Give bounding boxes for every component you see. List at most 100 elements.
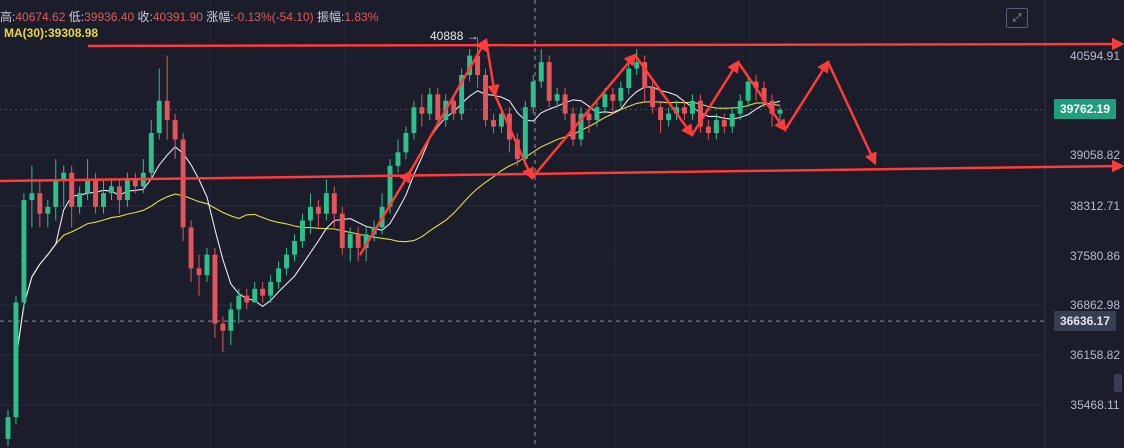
candle-body bbox=[355, 234, 361, 248]
candle-body bbox=[93, 179, 99, 207]
candle-body bbox=[586, 113, 592, 121]
candle-body bbox=[729, 113, 735, 127]
high-value: 40674.62 bbox=[15, 10, 66, 24]
close-label: 收: bbox=[137, 10, 153, 24]
candle-body bbox=[172, 120, 178, 140]
candle-body bbox=[650, 87, 656, 108]
candle-body bbox=[220, 323, 226, 331]
candle-body bbox=[196, 268, 202, 276]
y-tick-label: 36862.98 bbox=[1070, 298, 1120, 312]
low-value: 39936.40 bbox=[84, 10, 135, 24]
ma-fast-line bbox=[15, 86, 781, 360]
support-line bbox=[0, 159, 1124, 183]
candle-body bbox=[5, 417, 11, 439]
candle-body bbox=[77, 193, 83, 207]
scroll-handle[interactable] bbox=[1114, 374, 1122, 392]
zigzag-arrow bbox=[408, 37, 488, 173]
change-label: 涨幅: bbox=[206, 10, 234, 24]
candle-body bbox=[37, 193, 43, 214]
candle-body bbox=[363, 234, 369, 248]
candle-body bbox=[666, 113, 672, 121]
candle-body bbox=[610, 94, 616, 101]
candle-body bbox=[132, 179, 138, 187]
candle-body bbox=[705, 126, 711, 134]
candle-body bbox=[419, 107, 425, 114]
candle-body bbox=[300, 220, 305, 242]
candle-body bbox=[403, 133, 409, 153]
candle-body bbox=[761, 87, 767, 101]
candle-body bbox=[124, 179, 130, 201]
candle-body bbox=[689, 100, 695, 114]
candle-body bbox=[228, 309, 234, 331]
candle-body bbox=[777, 109, 783, 114]
candle-body bbox=[658, 107, 664, 121]
candle-body bbox=[451, 100, 457, 114]
current-price-tag: 39762.19 bbox=[1053, 99, 1116, 119]
candle-body bbox=[753, 81, 759, 88]
low-label: 低: bbox=[68, 10, 85, 24]
peak-label: 40888 → bbox=[430, 29, 479, 43]
candle-body bbox=[276, 268, 282, 282]
crosshair bbox=[0, 0, 1045, 448]
candle-body bbox=[546, 62, 552, 101]
candle-body bbox=[315, 206, 321, 214]
candle-body bbox=[745, 81, 751, 101]
candle-body bbox=[347, 234, 353, 248]
high-label: 高: bbox=[0, 10, 16, 24]
candle-body bbox=[339, 213, 345, 248]
candle-body bbox=[188, 227, 194, 269]
candles bbox=[5, 37, 783, 447]
candle-body bbox=[156, 100, 162, 134]
change-value: -0.13%(-54.10) bbox=[233, 10, 314, 24]
candle-body bbox=[674, 107, 680, 114]
candle-body bbox=[395, 152, 401, 166]
amplitude-label: 振幅: bbox=[316, 10, 345, 24]
expand-icon[interactable]: ⤢ bbox=[1006, 8, 1028, 28]
ohlc-info: 高:40674.62 低:39936.40 收:40391.90 涨幅:-0.1… bbox=[0, 8, 378, 25]
candle-body bbox=[180, 139, 186, 228]
candle-body bbox=[307, 206, 313, 221]
candle-body bbox=[212, 254, 218, 324]
zigzag-arrow bbox=[531, 53, 637, 179]
ma-fast-path bbox=[15, 86, 781, 360]
y-tick-label: 37580.86 bbox=[1070, 249, 1120, 263]
candle-body bbox=[323, 193, 329, 214]
candle-body bbox=[467, 55, 473, 76]
candle-body bbox=[530, 81, 536, 108]
candle-body bbox=[522, 107, 528, 160]
candle-body bbox=[713, 120, 719, 134]
zigzag-arrow bbox=[484, 39, 500, 98]
candle-body bbox=[244, 295, 250, 303]
candle-body bbox=[594, 107, 600, 121]
candle-body bbox=[284, 254, 290, 269]
ma30-info: MA(30):39308.98 bbox=[4, 26, 98, 40]
price-axis: 40594.91 39058.82 38312.71 37580.86 36862.98… bbox=[1044, 0, 1120, 448]
candle-body bbox=[642, 62, 648, 88]
candle-body bbox=[721, 120, 727, 127]
candle-body bbox=[101, 193, 106, 207]
candle-body bbox=[538, 62, 544, 82]
candle-body bbox=[21, 200, 27, 303]
candle-body bbox=[61, 172, 67, 180]
candle-body bbox=[164, 100, 170, 121]
candle-body bbox=[13, 302, 19, 418]
zigzag-arrow bbox=[633, 54, 694, 138]
candle-body bbox=[682, 107, 687, 114]
y-tick-label: 38312.71 bbox=[1070, 199, 1120, 213]
candle-body bbox=[69, 172, 75, 207]
candle-body bbox=[252, 288, 258, 303]
zigzag-arrow bbox=[493, 94, 534, 181]
candle-body bbox=[570, 113, 576, 140]
candle-body bbox=[331, 193, 337, 214]
candle-body bbox=[260, 288, 266, 296]
candle-body bbox=[108, 186, 114, 194]
candle-body bbox=[435, 94, 441, 121]
candle-body bbox=[514, 139, 520, 160]
candle-body bbox=[697, 100, 703, 127]
candle-body bbox=[602, 94, 608, 108]
candle-body bbox=[411, 107, 417, 134]
candle-body bbox=[475, 55, 481, 76]
candle-body bbox=[498, 113, 504, 127]
